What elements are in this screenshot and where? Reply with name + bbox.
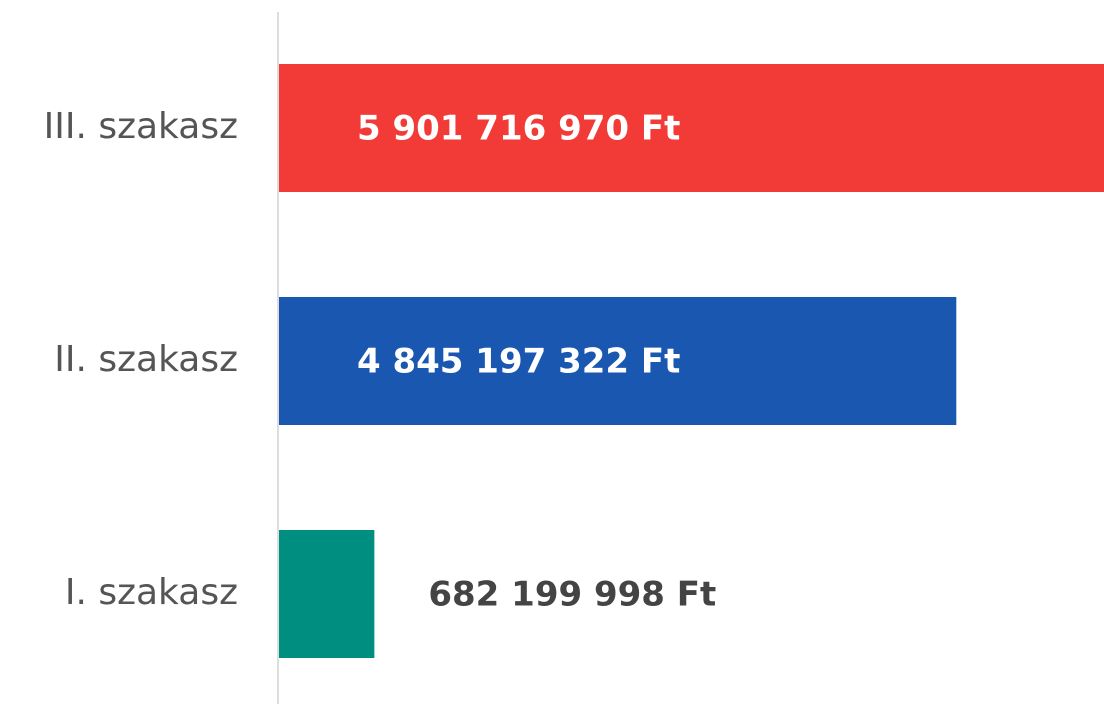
value-label: 682 199 998 Ft: [428, 575, 716, 615]
bar: [279, 297, 957, 425]
value-label: 4 845 197 322 Ft: [357, 342, 680, 382]
bar: [279, 64, 1104, 192]
value-label: 5 901 716 970 Ft: [357, 109, 680, 149]
bar: [279, 530, 375, 658]
category-label: II. szakasz: [54, 339, 238, 380]
category-label: III. szakasz: [44, 106, 238, 147]
category-label: I. szakasz: [65, 572, 238, 613]
